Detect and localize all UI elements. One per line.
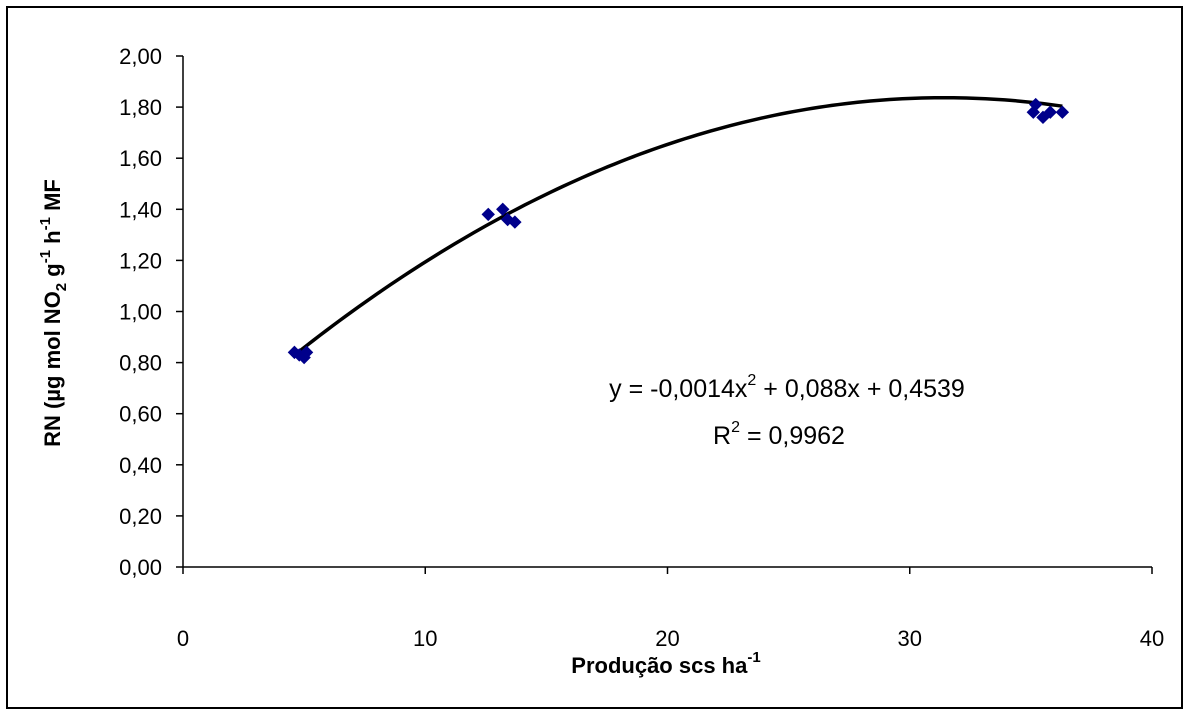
trendline	[293, 95, 1063, 357]
y-tick-label: 1,20	[119, 248, 162, 273]
y-tick-label: 1,60	[119, 146, 162, 171]
y-tick-label: 0,60	[119, 402, 162, 427]
data-point	[1043, 105, 1057, 119]
data-point	[299, 345, 314, 360]
tick-labels: 0,00 0,20 0,40 0,60 0,80 1,00 1,20 1,40 1,60 1,80…	[119, 44, 1164, 651]
trendline-path	[293, 95, 1063, 357]
x-tick-label: 0	[177, 626, 189, 651]
y-tick-label: 0,20	[119, 504, 162, 529]
x-tick-label: 40	[1140, 626, 1164, 651]
y-tick-label: 1,80	[119, 95, 162, 120]
y-tick-label: 0,00	[119, 555, 162, 580]
y-tick-label: 2,00	[119, 44, 162, 69]
y-tick-label: 0,80	[119, 351, 162, 376]
y-tick-label: 0,40	[119, 453, 162, 478]
data-point	[1029, 97, 1043, 112]
r-squared-label: R2 = 0,9962	[713, 419, 845, 450]
data-point	[481, 207, 495, 222]
data-point	[1055, 105, 1070, 119]
data-points	[287, 97, 1070, 365]
x-tick-label: 30	[898, 626, 922, 651]
x-axis-label: Produção scs ha-1	[571, 649, 760, 678]
x-tick-label: 20	[655, 626, 679, 651]
x-tick-label: 10	[413, 626, 437, 651]
data-point	[508, 215, 522, 229]
chart-area	[6, 6, 1183, 709]
axes	[176, 55, 1153, 574]
y-tick-label: 1,00	[119, 300, 162, 325]
data-point	[496, 202, 510, 217]
y-tick-label: 1,40	[119, 197, 162, 222]
y-axis-label: RN (µg mol NO2 g-1 h-1 MF	[37, 179, 70, 447]
trendline-equation: y = -0,0014x2 + 0,088x + 0,4539	[609, 372, 965, 403]
